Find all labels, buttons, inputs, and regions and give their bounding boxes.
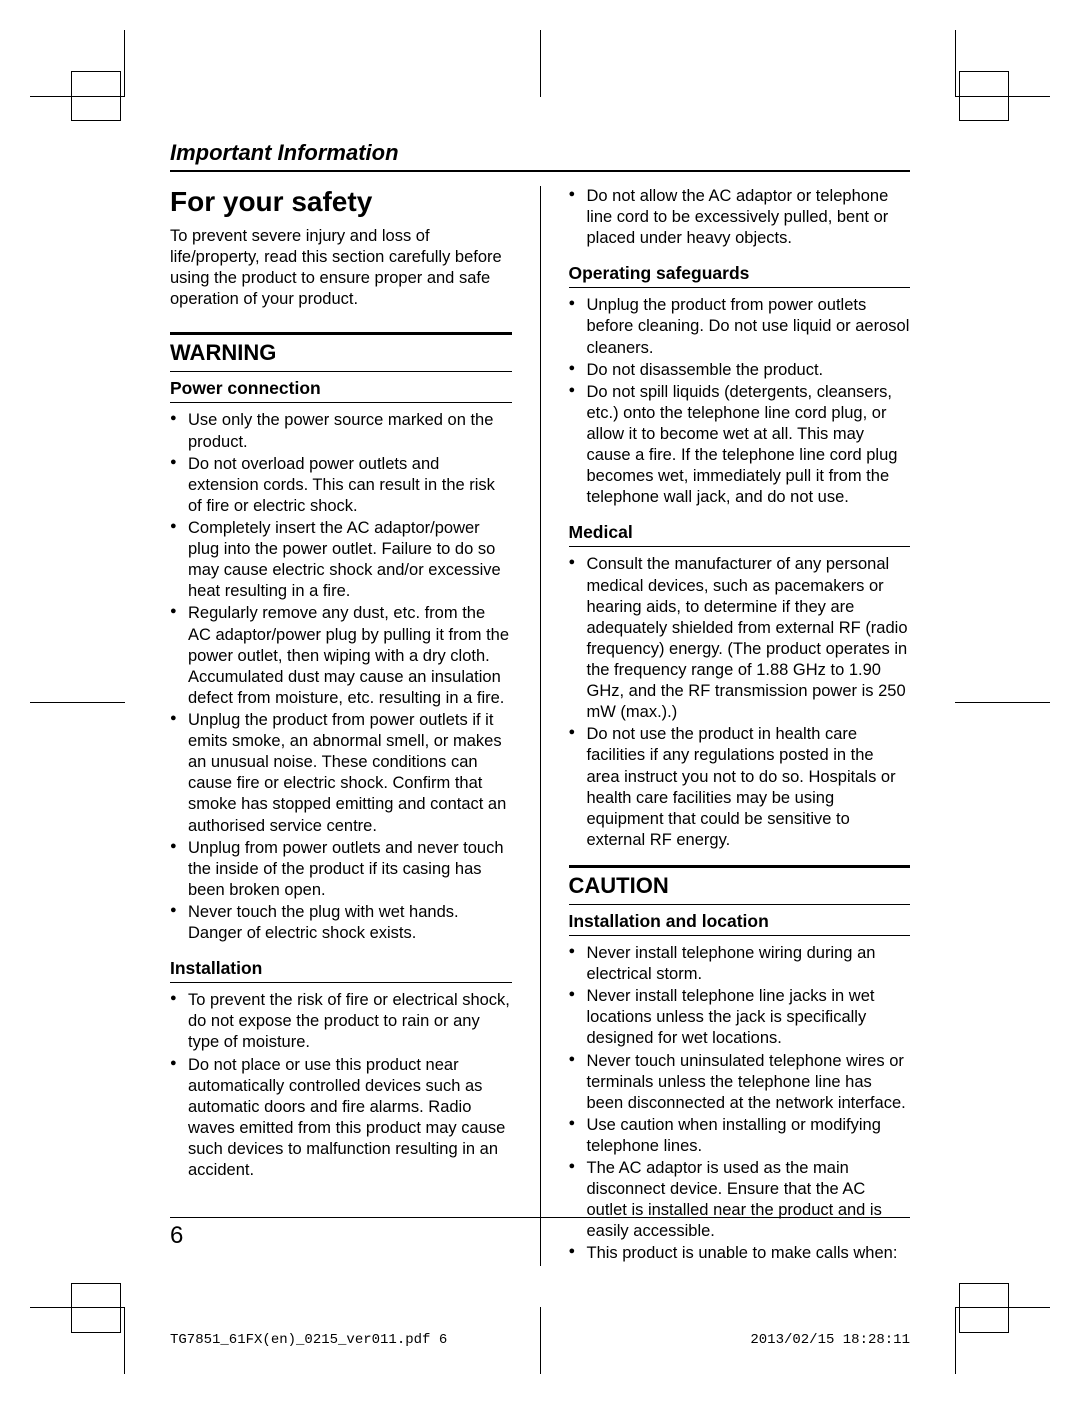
list-item: Unplug the product from power outlets be… <box>569 295 911 358</box>
crop-mark <box>124 30 125 97</box>
footer-filename: TG7851_61FX(en)_0215_ver011.pdf 6 <box>170 1332 447 1348</box>
medical-list: Consult the manufacturer of any personal… <box>569 554 911 851</box>
power-connection-heading: Power connection <box>170 378 512 403</box>
medical-heading: Medical <box>569 522 911 547</box>
section-header: Important Information <box>170 140 910 172</box>
list-item: Never install telephone wiring during an… <box>569 943 911 985</box>
crop-mark <box>955 30 956 97</box>
footer-meta: TG7851_61FX(en)_0215_ver011.pdf 6 2013/0… <box>170 1332 910 1348</box>
column-divider <box>540 186 541 1266</box>
intro-text: To prevent severe injury and loss of lif… <box>170 226 512 310</box>
crop-mark <box>30 702 125 703</box>
list-item: Do not allow the AC adaptor or telephone… <box>569 186 911 249</box>
installation-list: To prevent the risk of fire or electrica… <box>170 990 512 1181</box>
registration-box <box>959 1283 1009 1333</box>
list-item: Consult the manufacturer of any personal… <box>569 554 911 723</box>
list-item: Unplug the product from power outlets if… <box>170 710 512 837</box>
col2-lead-list: Do not allow the AC adaptor or telephone… <box>569 186 911 249</box>
power-connection-list: Use only the power source marked on the … <box>170 410 512 944</box>
warning-heading: WARNING <box>170 332 512 372</box>
installation-heading: Installation <box>170 958 512 983</box>
list-item: Completely insert the AC adaptor/power p… <box>170 518 512 602</box>
page-content: Important Information For your safety To… <box>170 140 910 1250</box>
right-column: Do not allow the AC adaptor or telephone… <box>569 186 911 1266</box>
list-item: Do not disassemble the product. <box>569 360 911 381</box>
installation-location-heading: Installation and location <box>569 911 911 936</box>
operating-safeguards-list: Unplug the product from power outlets be… <box>569 295 911 508</box>
list-item: Never touch the plug with wet hands. Dan… <box>170 902 512 944</box>
list-item: Use only the power source marked on the … <box>170 410 512 452</box>
crop-mark <box>124 1307 125 1374</box>
list-item: Do not spill liquids (detergents, cleans… <box>569 382 911 509</box>
operating-safeguards-heading: Operating safeguards <box>569 263 911 288</box>
list-item: Unplug from power outlets and never touc… <box>170 838 512 901</box>
registration-box <box>959 71 1009 121</box>
registration-box <box>71 71 121 121</box>
main-heading: For your safety <box>170 186 512 218</box>
footer-timestamp: 2013/02/15 18:28:11 <box>750 1332 910 1348</box>
list-item: Do not place or use this product near au… <box>170 1055 512 1182</box>
list-item: Use caution when installing or modifying… <box>569 1115 911 1157</box>
two-column-layout: For your safety To prevent severe injury… <box>170 186 910 1266</box>
list-item: Do not overload power outlets and extens… <box>170 454 512 517</box>
list-item: Regularly remove any dust, etc. from the… <box>170 603 512 709</box>
list-item: Never install telephone line jacks in we… <box>569 986 911 1049</box>
crop-mark <box>540 30 541 97</box>
list-item: Do not use the product in health care fa… <box>569 724 911 851</box>
registration-box <box>71 1283 121 1333</box>
page-number: 6 <box>170 1217 910 1250</box>
crop-mark <box>955 1307 956 1374</box>
left-column: For your safety To prevent severe injury… <box>170 186 512 1266</box>
list-item: To prevent the risk of fire or electrica… <box>170 990 512 1053</box>
list-item: Never touch uninsulated telephone wires … <box>569 1051 911 1114</box>
caution-heading: CAUTION <box>569 865 911 905</box>
crop-mark <box>955 702 1050 703</box>
